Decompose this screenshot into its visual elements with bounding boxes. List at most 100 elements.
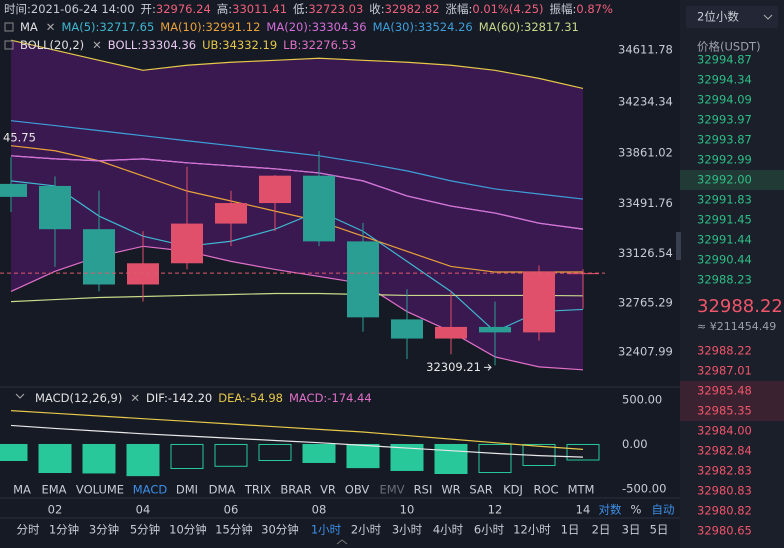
indicator-tab[interactable]: WR bbox=[441, 483, 460, 497]
candle-body bbox=[523, 271, 555, 333]
indicator-tab[interactable]: EMA bbox=[41, 483, 66, 497]
header-value: 2021-06-24 14:00 bbox=[31, 2, 135, 16]
y-tick-label: 33491.76 bbox=[618, 196, 673, 210]
high-marker: 45.75 bbox=[3, 131, 36, 145]
interval-tab[interactable]: 3小时 bbox=[392, 523, 423, 537]
indicator-tab[interactable]: MACD bbox=[133, 483, 168, 497]
macd-bar bbox=[258, 443, 292, 462]
row-highlight bbox=[680, 381, 784, 421]
legend-item: MA(20):33304.36 bbox=[266, 20, 366, 34]
interval-tab[interactable]: 1分钟 bbox=[49, 523, 79, 537]
macd-bar bbox=[170, 443, 204, 470]
indicator-tab[interactable]: SAR bbox=[469, 483, 492, 497]
macd-legend: MACD(12,26,9) ✕ DIF:-142.20 DEA:-54.98 MACD:… bbox=[35, 391, 372, 405]
indicator-line bbox=[10, 39, 584, 90]
indicator-tab[interactable]: DMI bbox=[176, 483, 198, 497]
macd-bar bbox=[0, 443, 28, 462]
legend-item: LB:32276.53 bbox=[283, 38, 356, 52]
indicator-tab[interactable]: EMV bbox=[379, 483, 404, 497]
indicator-tab[interactable]: DMA bbox=[209, 483, 236, 497]
ask-price: 32992.99 bbox=[697, 153, 752, 167]
indicator-tab[interactable]: TRIX bbox=[244, 483, 271, 497]
ask-price: 32993.97 bbox=[697, 113, 752, 127]
interval-tab[interactable]: 1小时 bbox=[311, 523, 342, 537]
interval-tab[interactable]: 3日 bbox=[622, 523, 641, 537]
y-tick-label: 33861.02 bbox=[618, 145, 673, 159]
legend-icon bbox=[4, 22, 14, 32]
ask-price: 32990.44 bbox=[697, 253, 752, 267]
legend-close: ✕ bbox=[130, 391, 140, 405]
low-marker: 32309.21 bbox=[426, 360, 481, 374]
macd-bar bbox=[346, 443, 380, 469]
scale-option[interactable]: % bbox=[631, 503, 642, 517]
candle-body bbox=[215, 203, 247, 224]
collapse-handle[interactable] bbox=[336, 539, 348, 545]
indicator-tab[interactable]: ROC bbox=[533, 483, 558, 497]
resize-handle[interactable] bbox=[676, 232, 681, 260]
bid-price: 32980.65 bbox=[697, 524, 752, 538]
ask-price: 32991.45 bbox=[697, 213, 752, 227]
indicator-tab[interactable]: MTM bbox=[568, 483, 595, 497]
bid-price: 32980.82 bbox=[697, 504, 752, 518]
indicator-tab[interactable]: OBV bbox=[345, 483, 370, 497]
candle-body bbox=[171, 223, 203, 264]
interval-tab[interactable]: 15分钟 bbox=[215, 523, 253, 537]
low-arrow bbox=[484, 363, 492, 371]
interval-tab[interactable]: 12小时 bbox=[513, 523, 551, 537]
bid-price: 32985.48 bbox=[697, 384, 752, 398]
candle-body bbox=[303, 175, 335, 242]
scale-option[interactable]: 对数 bbox=[599, 503, 622, 517]
y-tick-label: 0.00 bbox=[622, 437, 648, 451]
last-price: 32988.22 bbox=[697, 296, 783, 317]
header-value: 33011.41 bbox=[232, 2, 287, 16]
x-tick-label: 10 bbox=[400, 503, 415, 517]
interval-tab[interactable]: 4小时 bbox=[433, 523, 464, 537]
header-value: 32982.82 bbox=[385, 2, 440, 16]
candle-body bbox=[391, 319, 423, 339]
precision-select[interactable] bbox=[686, 6, 778, 28]
indicator-tab[interactable]: BRAR bbox=[280, 483, 311, 497]
bid-price: 32985.35 bbox=[697, 404, 752, 418]
y-tick-label: 33126.54 bbox=[618, 246, 673, 260]
interval-tab[interactable]: 分时 bbox=[17, 523, 40, 537]
legend-title: BOLL(20,2) bbox=[20, 38, 84, 52]
bid-price: 32984.00 bbox=[697, 424, 752, 438]
y-tick-label: 32407.99 bbox=[618, 344, 673, 358]
y-tick-label: 32765.29 bbox=[618, 295, 673, 309]
interval-tab[interactable]: 30分钟 bbox=[261, 523, 299, 537]
x-tick-label: 12 bbox=[488, 503, 503, 517]
indicator-line bbox=[10, 180, 584, 333]
indicator-tab[interactable]: VOLUME bbox=[76, 483, 124, 497]
interval-tab[interactable]: 2日 bbox=[592, 523, 611, 537]
interval-tab[interactable]: 5分钟 bbox=[130, 523, 160, 537]
interval-tab[interactable]: 6小时 bbox=[474, 523, 505, 537]
scale-option[interactable]: 自动 bbox=[652, 503, 675, 517]
ask-price: 32991.44 bbox=[697, 233, 752, 247]
indicator-tab[interactable]: MA bbox=[13, 483, 31, 497]
legend-close: ✕ bbox=[46, 20, 56, 34]
candle-body bbox=[479, 326, 511, 333]
interval-tab[interactable]: 1日 bbox=[561, 523, 580, 537]
interval-tab[interactable]: 2小时 bbox=[351, 523, 382, 537]
candle-body bbox=[0, 183, 27, 197]
interval-tab[interactable]: 5日 bbox=[650, 523, 669, 537]
x-tick-label: 08 bbox=[312, 503, 327, 517]
indicator-tab[interactable]: KDJ bbox=[503, 483, 523, 497]
y-tick-label: 34611.78 bbox=[618, 43, 673, 57]
legend-item: UB:34332.19 bbox=[202, 38, 277, 52]
ask-price: 32994.34 bbox=[697, 73, 752, 87]
indicator-tab[interactable]: VR bbox=[320, 483, 336, 497]
header-label: 收: bbox=[369, 2, 384, 16]
interval-tab[interactable]: 3分钟 bbox=[89, 523, 119, 537]
interval-tab[interactable]: 10分钟 bbox=[169, 523, 207, 537]
legend-title: MA bbox=[20, 20, 38, 34]
indicator-line bbox=[10, 292, 584, 303]
y-tick-label: 34234.34 bbox=[618, 94, 673, 108]
indicator-tab[interactable]: RSI bbox=[414, 483, 433, 497]
y-tick-label: -500.00 bbox=[622, 481, 666, 495]
bid-price: 32988.22 bbox=[697, 344, 752, 358]
ask-price: 32994.87 bbox=[697, 53, 752, 67]
legend-close: ✕ bbox=[92, 38, 102, 52]
header-value: 32976.24 bbox=[156, 2, 211, 16]
